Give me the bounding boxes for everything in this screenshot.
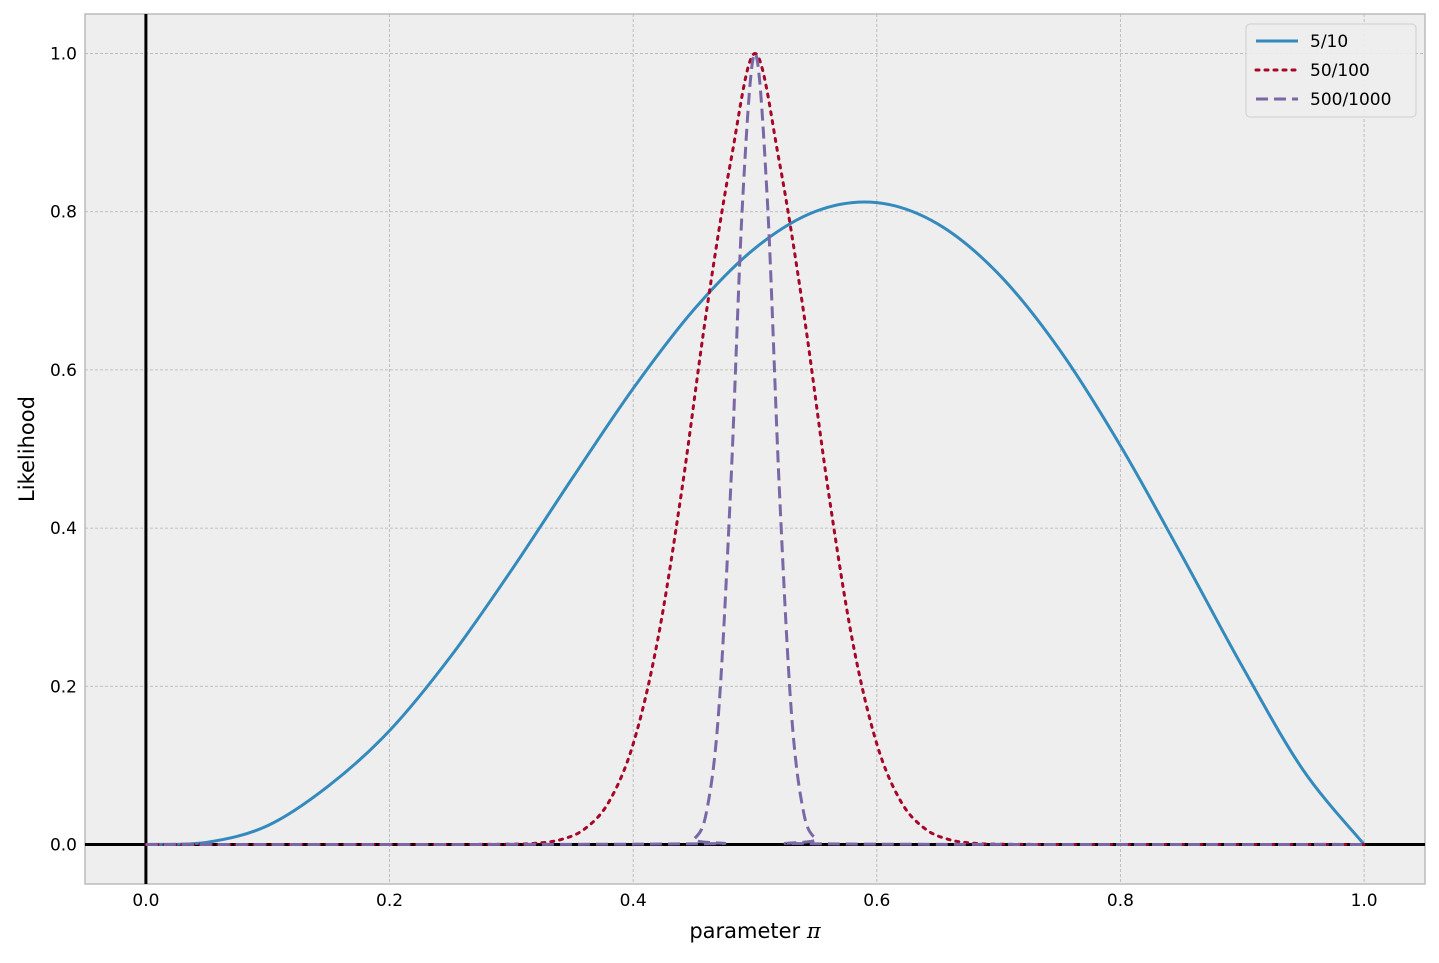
series-layer — [144, 52, 1366, 846]
x-axis-label-symbol: π — [806, 919, 822, 943]
x-tick-label: 0.2 — [376, 891, 403, 911]
y-tick-label: 1.0 — [50, 45, 77, 65]
x-tick-label: 0.0 — [132, 891, 159, 911]
y-tick-label: 0.6 — [50, 361, 77, 381]
series-line-3 — [145, 52, 1365, 846]
y-axis-label: Likelihood — [15, 396, 39, 502]
x-tick-label: 0.4 — [620, 891, 647, 911]
legend: 5/10 50/100 500/1000 — [1245, 23, 1417, 118]
y-tick-label: 0.0 — [50, 835, 77, 855]
legend-label: 5/10 — [1310, 32, 1348, 52]
legend-label: 500/1000 — [1310, 90, 1391, 110]
y-tick-label: 0.4 — [50, 519, 77, 539]
x-tick-label: 0.8 — [1107, 891, 1134, 911]
tick-layer: 0.0 0.2 0.4 0.6 0.8 1.0 0.0 0.2 0.4 0.6 0.8 1.0 — [50, 45, 1378, 911]
x-tick-label: 1.0 — [1351, 891, 1378, 911]
x-axis-label: parameter π — [689, 919, 822, 943]
series-line-2 — [144, 52, 1366, 846]
x-axis-label-text: parameter — [689, 919, 800, 943]
legend-box — [1245, 23, 1417, 118]
series-line-1 — [145, 200, 1366, 846]
y-tick-label: 0.2 — [50, 677, 77, 697]
legend-label: 50/100 — [1310, 61, 1370, 81]
y-tick-label: 0.8 — [50, 203, 77, 223]
plot-area — [84, 13, 1426, 885]
x-tick-label: 0.6 — [863, 891, 890, 911]
